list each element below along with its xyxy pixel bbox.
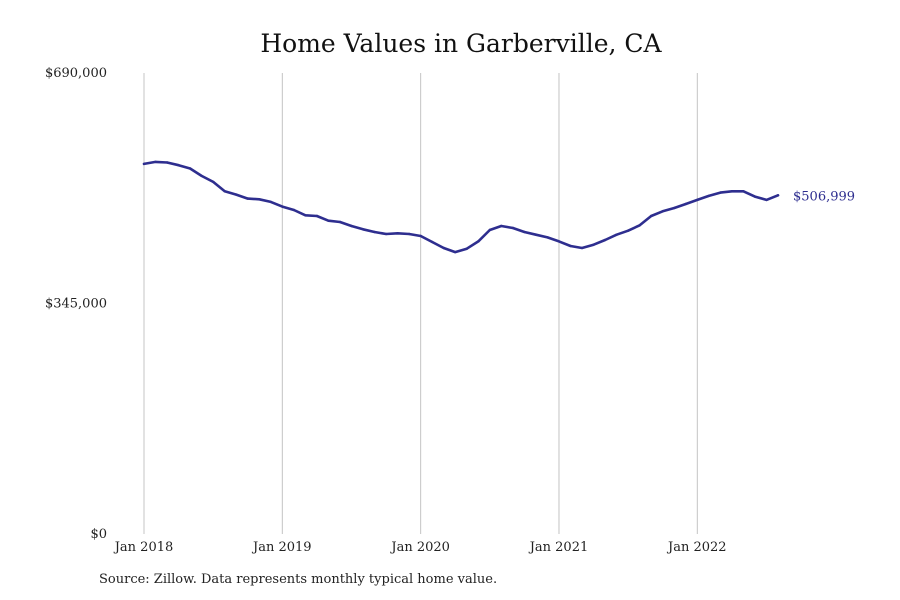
data-point <box>477 240 480 243</box>
data-point <box>304 214 307 217</box>
data-point <box>696 198 699 202</box>
data-point <box>684 202 687 206</box>
y-tick-label: $690,000 <box>45 66 107 81</box>
y-tick-label: $0 <box>90 527 107 542</box>
data-point <box>338 220 342 224</box>
data-point <box>753 195 757 198</box>
x-tick-label: Jan 2020 <box>389 540 450 555</box>
y-tick-label: $345,000 <box>45 297 107 312</box>
data-point <box>396 232 399 235</box>
data-point <box>200 174 203 178</box>
data-point <box>327 219 330 222</box>
data-point <box>638 224 641 227</box>
data-point <box>534 233 538 236</box>
data-point <box>719 191 722 194</box>
data-point <box>765 198 768 202</box>
data-point <box>580 246 584 250</box>
data-point <box>650 214 653 218</box>
data-point <box>626 229 630 232</box>
data-point <box>431 240 434 244</box>
series-line <box>142 160 780 254</box>
series-layer: $506,999 <box>142 160 855 254</box>
data-point <box>500 224 503 228</box>
data-point <box>465 247 468 250</box>
data-point <box>407 232 411 236</box>
data-point <box>188 167 192 170</box>
source-note: Source: Zillow. Data represents monthly … <box>99 572 498 587</box>
data-point <box>154 160 157 164</box>
gridlines <box>143 73 698 534</box>
data-point <box>592 243 595 246</box>
data-point <box>350 224 353 228</box>
data-point <box>523 230 526 234</box>
data-point <box>177 164 180 167</box>
data-point <box>569 244 572 248</box>
data-point <box>661 210 664 213</box>
data-point <box>246 197 249 200</box>
x-tick-label: Jan 2019 <box>251 540 312 555</box>
data-point <box>419 234 422 238</box>
chart-title: Home Values in Garberville, CA <box>260 29 662 58</box>
x-axis-ticks: Jan 2018 Jan 2019 Jan 2020 Jan 2021 Jan 2022 <box>113 540 727 555</box>
data-point <box>142 162 146 166</box>
y-axis-ticks: $0 $345,000 $690,000 <box>45 66 107 542</box>
data-point <box>258 198 261 201</box>
data-point <box>212 180 215 184</box>
data-point <box>488 228 491 232</box>
data-point <box>776 194 780 197</box>
x-tick-label: Jan 2018 <box>113 540 174 555</box>
data-point <box>707 194 710 198</box>
data-point <box>615 233 618 236</box>
data-point <box>557 240 561 243</box>
data-point <box>742 190 745 193</box>
end-value-label: $506,999 <box>793 189 855 204</box>
data-point <box>730 190 734 193</box>
data-point <box>673 206 676 210</box>
data-point <box>511 226 515 230</box>
data-point <box>546 236 549 239</box>
data-point <box>292 208 296 212</box>
data-point <box>223 190 226 193</box>
data-point <box>373 230 376 234</box>
x-tick-label: Jan 2022 <box>666 540 727 555</box>
data-point <box>165 161 169 164</box>
data-point <box>603 238 607 242</box>
data-point <box>281 205 284 208</box>
data-point <box>384 232 388 236</box>
data-point <box>235 193 238 196</box>
x-tick-label: Jan 2021 <box>528 540 589 555</box>
data-point <box>454 250 457 254</box>
data-point <box>361 228 365 231</box>
data-point <box>442 246 445 250</box>
data-point <box>269 200 272 204</box>
data-point <box>315 214 319 218</box>
